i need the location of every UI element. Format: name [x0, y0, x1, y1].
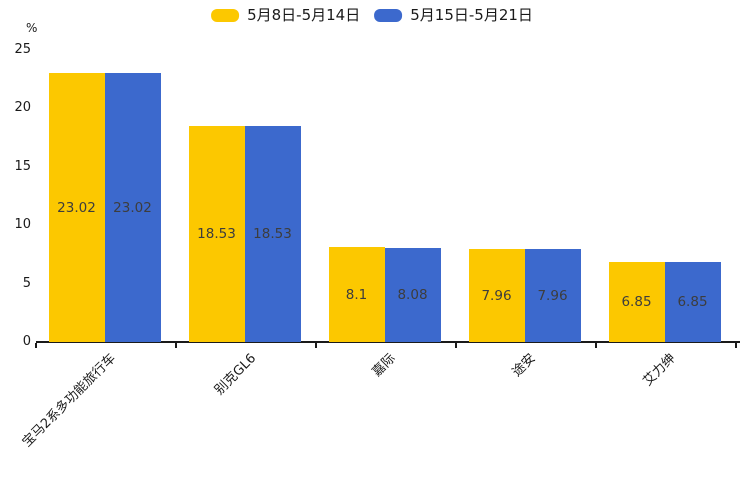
x-axis-tick — [735, 343, 737, 348]
bar-value-label: 6.85 — [677, 293, 708, 310]
bar-series-1-途安[interactable]: 7.96 — [468, 249, 525, 342]
x-axis-tick — [595, 343, 597, 348]
bar-series-2-宝马2系多功能旅行车[interactable]: 23.02 — [104, 73, 161, 342]
bar-value-label: 7.96 — [537, 287, 568, 304]
y-tick-label: 0 — [22, 334, 31, 349]
x-category-label: 嘉际 — [370, 351, 400, 381]
bar-series-2-艾力绅[interactable]: 6.85 — [664, 261, 721, 342]
bar-value-label: 8.08 — [397, 286, 428, 303]
x-axis-tick — [175, 343, 177, 348]
legend-label: 5月8日-5月14日 — [247, 6, 361, 24]
legend-swatch-icon — [374, 8, 403, 22]
bar-value-label: 23.02 — [113, 199, 152, 216]
bar-value-label: 18.53 — [197, 225, 236, 242]
bar-series-2-嘉际[interactable]: 8.08 — [384, 247, 441, 342]
x-axis-tick — [35, 343, 37, 348]
x-axis-line — [36, 341, 740, 343]
x-category-label: 宝马2系多功能旅行车 — [19, 351, 120, 451]
bar-series-1-嘉际[interactable]: 8.1 — [328, 247, 385, 342]
bar-series-2-途安[interactable]: 7.96 — [524, 249, 581, 342]
bar-series-1-宝马2系多功能旅行车[interactable]: 23.02 — [48, 73, 105, 342]
x-axis-tick — [315, 343, 317, 348]
y-tick-label: 5 — [22, 275, 31, 291]
y-tick-label: 15 — [14, 158, 31, 174]
legend-item-series-2[interactable]: 5月15日-5月21日 — [374, 6, 533, 24]
bar-series-2-别克GL6[interactable]: 18.53 — [244, 125, 301, 342]
bar-series-1-艾力绅[interactable]: 6.85 — [608, 261, 665, 342]
x-axis-tick — [455, 343, 457, 348]
x-category-label: 途安 — [510, 351, 540, 381]
bar-value-label: 18.53 — [253, 225, 292, 242]
y-tick-label: 25 — [14, 42, 31, 57]
bar-value-label: 23.02 — [57, 199, 96, 216]
y-tick-label: 10 — [14, 217, 31, 233]
bar-value-label: 6.85 — [621, 293, 652, 310]
legend-item-series-1[interactable]: 5月8日-5月14日 — [211, 6, 360, 24]
bar-value-label: 8.1 — [345, 286, 368, 303]
legend-swatch-icon — [211, 8, 240, 22]
y-tick-label: 20 — [14, 100, 31, 116]
legend-label: 5月15日-5月21日 — [410, 6, 533, 24]
x-category-label: 艾力绅 — [640, 351, 680, 390]
legend: 5月8日-5月14日 5月15日-5月21日 — [211, 6, 533, 24]
x-category-label: 别克GL6 — [212, 351, 260, 399]
bar-series-1-别克GL6[interactable]: 18.53 — [188, 125, 245, 342]
bar-value-label: 7.96 — [481, 287, 512, 304]
y-axis-unit-label: % — [26, 21, 38, 35]
